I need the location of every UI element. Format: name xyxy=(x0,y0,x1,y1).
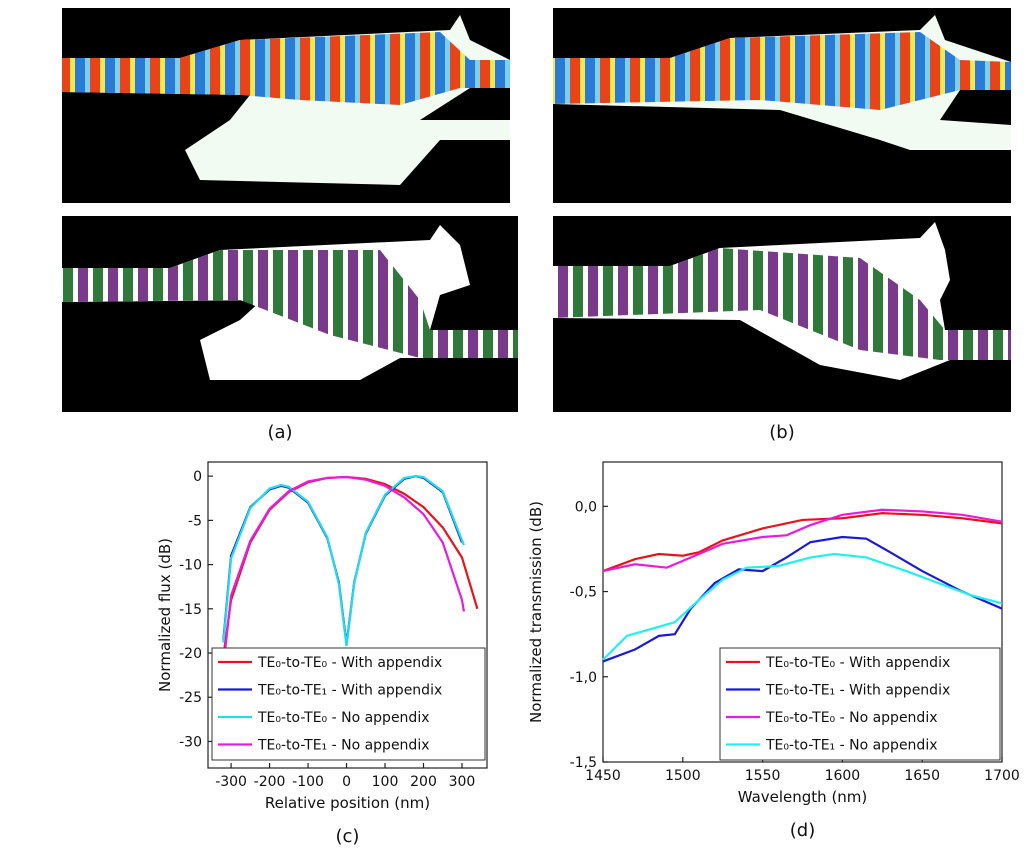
y-tick-label: -15 xyxy=(179,602,202,618)
y-tick-label: -1,5 xyxy=(570,755,597,771)
series-line xyxy=(223,476,464,646)
x-tick-label: 300 xyxy=(449,774,476,790)
x-axis-label: Relative position (nm) xyxy=(265,794,430,812)
x-tick-label: 100 xyxy=(372,774,399,790)
series-line xyxy=(221,477,477,671)
y-tick-label: 0 xyxy=(193,469,202,485)
figure: (a) (b) -300 -200 -100 0 100 200 300 0 -5 -10 -15 -… xyxy=(0,0,1024,852)
series-line xyxy=(223,477,464,666)
panel-label: (d) xyxy=(790,820,815,841)
y-axis-label: Normalized transmission (dB) xyxy=(527,501,545,723)
legend-label: TE₀-to-TE₀ - No appendix xyxy=(257,710,430,726)
y-tick-label: -30 xyxy=(179,734,202,750)
x-tick-label: 1500 xyxy=(665,768,701,784)
legend-label: TE₀-to-TE₁ - No appendix xyxy=(257,738,430,754)
legend-label: TE₀-to-TE₁ - No appendix xyxy=(765,738,938,754)
y-tick-label: -20 xyxy=(179,646,202,662)
panel-label: (c) xyxy=(336,826,360,847)
x-tick-label: -100 xyxy=(292,774,324,790)
y-tick-label: -1,0 xyxy=(570,670,597,686)
y-axis-label: Normalized flux (dB) xyxy=(156,538,174,692)
legend-label: TE₀-to-TE₀ - No appendix xyxy=(765,710,938,726)
field-image-a-top xyxy=(62,8,510,203)
panel-label: (a) xyxy=(267,422,292,443)
x-axis-label: Wavelength (nm) xyxy=(738,788,868,806)
y-tick-label: -25 xyxy=(179,690,202,706)
y-tick-label: 0,0 xyxy=(575,499,597,515)
x-tick-label: -300 xyxy=(215,774,247,790)
x-tick-label: 0 xyxy=(342,774,351,790)
x-tick-label: 200 xyxy=(410,774,437,790)
field-image-b-bottom xyxy=(553,216,1011,412)
legend-label: TE₀-to-TE₀ - With appendix xyxy=(765,655,950,671)
field-image-a-bottom xyxy=(62,216,518,412)
series-line xyxy=(603,513,1002,571)
legend-label: TE₀-to-TE₁ - With appendix xyxy=(257,683,442,699)
panel-label: (b) xyxy=(769,422,794,443)
x-tick-label: 1700 xyxy=(984,768,1020,784)
x-tick-label: -200 xyxy=(254,774,286,790)
y-tick-label: -5 xyxy=(188,513,202,529)
x-tick-label: 1550 xyxy=(745,768,781,784)
series-line xyxy=(603,554,1002,660)
y-tick-label: -0,5 xyxy=(570,585,597,601)
x-tick-label: 1600 xyxy=(825,768,861,784)
field-image-b-top xyxy=(553,8,1011,203)
y-tick-label: -10 xyxy=(179,558,202,574)
legend-label: TE₀-to-TE₀ - With appendix xyxy=(257,655,442,671)
series-line xyxy=(603,537,1002,661)
legend-label: TE₀-to-TE₁ - With appendix xyxy=(765,683,950,699)
x-tick-label: 1650 xyxy=(904,768,940,784)
